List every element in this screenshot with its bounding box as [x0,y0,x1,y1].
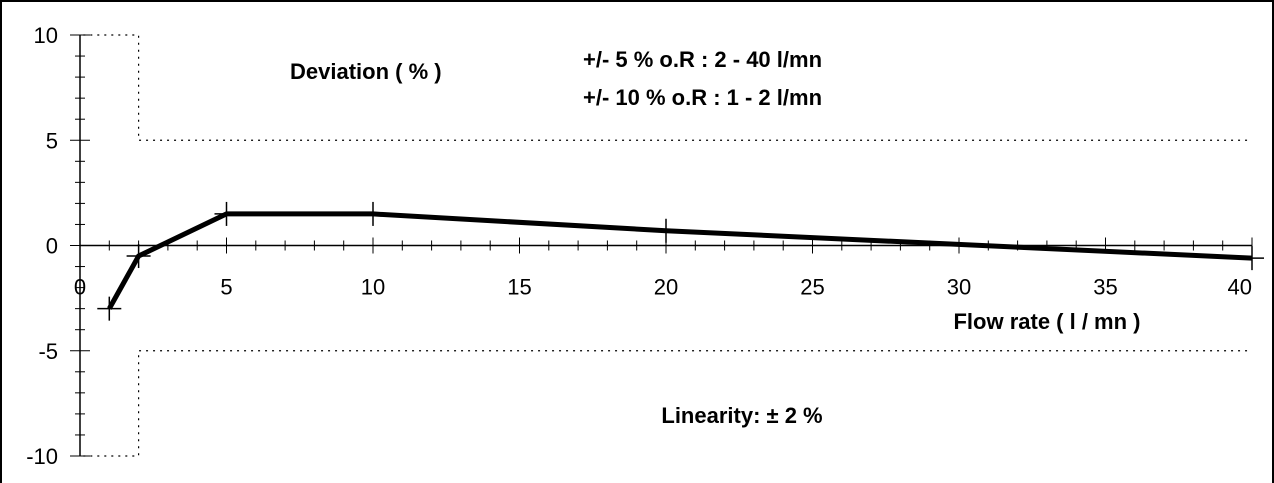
x-tick-label: 35 [1093,275,1117,300]
x-tick-label: 40 [1228,275,1252,300]
axes: 10 5 0 -5 -10 0 5 10 15 20 25 30 35 40 [26,23,1253,469]
data-point [1240,246,1264,271]
x-tick-label: 20 [654,275,678,300]
y-axis-title: Deviation ( % ) [290,59,442,84]
x-tick-label: 0 [74,275,86,300]
y-tick-label: -5 [38,339,58,364]
y-tick-label: 10 [34,23,58,48]
y-tick-label: 0 [46,234,58,259]
x-tick-label: 10 [361,275,385,300]
series-line [107,211,1253,310]
data-point [97,296,122,321]
spec-line-1: +/- 5 % o.R : 2 - 40 l/mn [583,47,822,72]
x-tick-label: 15 [507,275,531,300]
x-tick-label: 30 [947,275,971,300]
data-series [97,201,1264,321]
y-tick-label: 5 [46,128,58,153]
data-point [361,201,385,226]
spec-line-2: +/- 10 % o.R : 1 - 2 l/mn [583,85,822,110]
data-point [126,244,151,269]
linearity-note: Linearity: ± 2 % [661,403,822,428]
x-tick-label: 25 [800,275,824,300]
y-tick-label: -10 [26,444,58,469]
x-axis-title: Flow rate ( l / mn ) [953,309,1140,334]
data-point [214,201,239,226]
data-point [654,218,678,243]
x-tick-label: 5 [220,275,232,300]
